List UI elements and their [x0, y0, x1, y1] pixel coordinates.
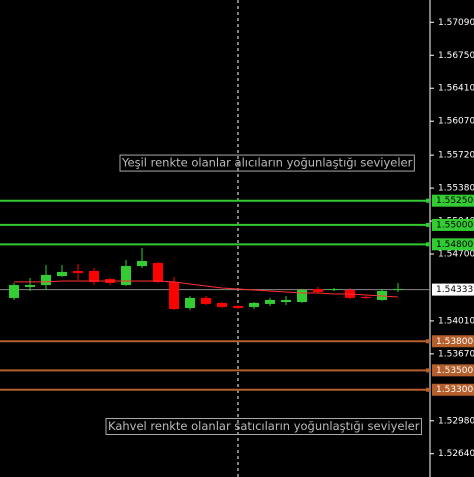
current-price-tag	[432, 283, 474, 296]
candle-body	[249, 302, 259, 307]
annotation-box	[119, 154, 415, 172]
level-marker	[426, 242, 430, 247]
annotation: Yeşil renkte olanlar alıcıların yoğunlaş…	[121, 156, 413, 170]
candle-body	[9, 285, 19, 298]
level-tag	[432, 238, 474, 251]
y-tick-label: 1.52980	[438, 416, 474, 426]
candle-body	[41, 274, 51, 286]
candle-body	[153, 263, 163, 283]
candle-body	[361, 296, 371, 298]
moving-average	[14, 280, 399, 298]
y-tick-label: 1.55380	[438, 184, 474, 194]
candle-body	[265, 299, 275, 304]
level-tag	[432, 218, 474, 231]
candle-body	[393, 289, 403, 291]
candle-body	[57, 271, 67, 277]
candle-body	[73, 270, 83, 274]
annotation: Kahvel renkte olanlar satıcıların yoğunl…	[108, 419, 420, 433]
level-label: 1.55250	[436, 196, 473, 206]
candle-body	[233, 305, 243, 309]
level-marker	[426, 387, 430, 392]
annotation-box	[105, 417, 422, 435]
level-label: 1.53800	[436, 337, 473, 347]
y-tick-label: 1.52640	[438, 449, 474, 459]
candle-body	[313, 289, 323, 293]
candle-body	[25, 285, 35, 287]
current-price-label: 1.54333	[436, 285, 473, 295]
y-tick-label: 1.56750	[438, 51, 474, 61]
level-tag	[432, 194, 474, 207]
level-label: 1.54800	[436, 240, 473, 250]
level-marker	[426, 198, 430, 203]
y-tick-label: 1.55720	[438, 151, 474, 161]
candle-body	[329, 289, 339, 291]
candle-body	[377, 290, 387, 300]
y-tick-label: 1.56410	[438, 84, 474, 94]
y-tick-label: 1.54010	[438, 316, 474, 326]
candle-body	[137, 260, 147, 267]
y-tick-label: 1.54700	[438, 250, 474, 260]
candle-body	[297, 289, 307, 303]
candle-body	[201, 297, 211, 304]
y-tick-label: 1.56070	[438, 117, 474, 127]
level-marker	[426, 339, 430, 344]
level-tag	[432, 383, 474, 396]
y-tick-label: 1.57090	[438, 18, 474, 28]
level-tag	[432, 364, 474, 377]
candle-body	[217, 302, 227, 307]
level-marker	[426, 368, 430, 373]
candle-body	[169, 282, 179, 309]
level-label: 1.53500	[436, 366, 473, 376]
candle-body	[185, 297, 195, 309]
candle-body	[89, 270, 99, 283]
level-tag	[432, 335, 474, 348]
level-marker	[426, 222, 430, 227]
level-label: 1.55000	[436, 220, 473, 230]
candle-body	[281, 299, 291, 303]
candle-body	[121, 266, 131, 286]
y-tick-label: 1.53670	[438, 349, 474, 359]
level-label: 1.53300	[436, 385, 473, 395]
